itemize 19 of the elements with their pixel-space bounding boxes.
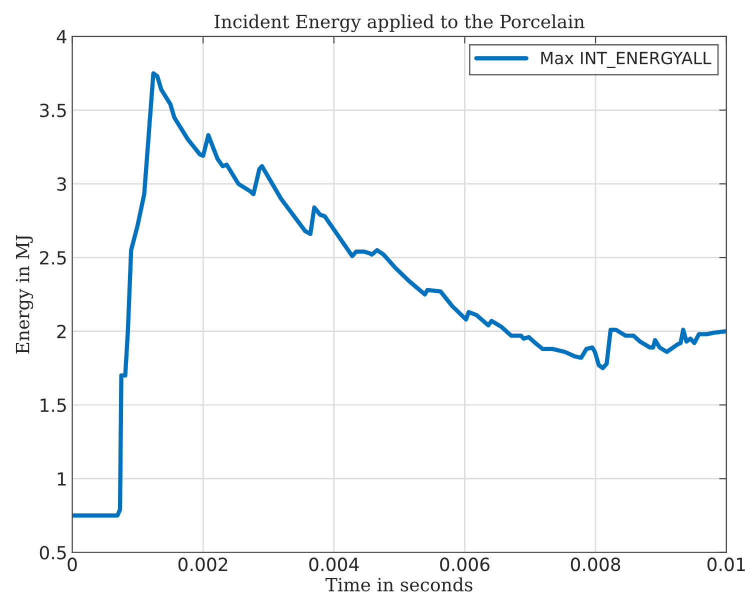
y-tick-label: 3.5 <box>40 104 66 118</box>
y-tick-label: 4 <box>56 30 66 44</box>
y-axis-title: Energy in MJ <box>16 234 34 354</box>
x-axis-title: Time in seconds <box>326 577 472 592</box>
line-series <box>72 71 726 518</box>
x-tick-label: 0.002 <box>178 558 228 572</box>
y-tick-label: 2 <box>57 324 66 338</box>
y-tick-label: 3 <box>57 177 66 191</box>
y-tick-label: 1 <box>58 472 66 486</box>
y-tick-label: 2.5 <box>40 251 66 265</box>
x-tick-label: 0.01 <box>707 558 745 572</box>
x-tick-label: 0.006 <box>440 558 490 572</box>
x-tick-label: 0 <box>68 558 77 572</box>
legend-label: Max INT_ENERGYALL <box>541 52 712 68</box>
x-tick-label: 0.004 <box>309 558 359 572</box>
chart-title: Incident Energy applied to the Porcelain <box>214 14 585 32</box>
y-tick-label: 1.5 <box>40 398 66 412</box>
x-tick-label: 0.008 <box>570 558 620 572</box>
y-tick-label: 0.5 <box>40 546 66 560</box>
